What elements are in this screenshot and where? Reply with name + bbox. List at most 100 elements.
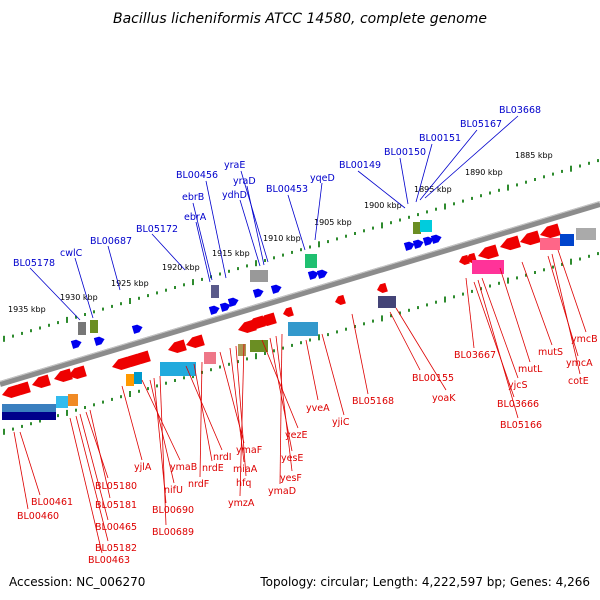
gene-label-forward[interactable]: BL00453 [266, 184, 308, 195]
gene-label-forward[interactable]: BL00151 [419, 133, 461, 144]
summary-text: Topology: circular; Length: 4,222,597 bp… [259, 575, 590, 589]
gene-label-forward[interactable]: BL05178 [13, 258, 55, 269]
gene-label-reverse[interactable]: hfq [236, 478, 251, 489]
gene-label-reverse[interactable]: yjlA [134, 462, 152, 473]
leader-line [239, 343, 245, 497]
gene-label-reverse[interactable]: mutS [538, 347, 563, 358]
leader-line [205, 180, 227, 279]
gene-label-reverse[interactable]: BL00461 [31, 497, 73, 508]
kbp-label: 1925 kbp [111, 279, 149, 288]
leader-line [195, 221, 211, 283]
leader-line [193, 363, 213, 462]
gene-arrow-reverse [540, 223, 561, 239]
gene-label-reverse[interactable]: yjiC [332, 417, 350, 428]
forward-gene-labels: BL05178 cwlC BL00687 BL05172 ebrA ebrB B… [13, 105, 541, 269]
gene-arrow-forward [252, 288, 264, 298]
gene-label-reverse[interactable]: ymaB [170, 462, 197, 473]
gene-arrow-reverse [335, 294, 346, 306]
gene-arrow-reverse [32, 374, 51, 388]
gene-label-forward[interactable]: ydhD [222, 190, 247, 201]
gene-label-reverse[interactable]: BL03667 [454, 350, 496, 361]
feature-block [126, 374, 134, 386]
gene-label-reverse[interactable]: ymaF [236, 445, 262, 456]
leader-line [473, 281, 515, 398]
gene-label-reverse[interactable]: ymcB [571, 334, 598, 345]
gene-arrow-reverse [247, 315, 266, 329]
leader-line [279, 333, 283, 485]
leader-line [151, 233, 186, 271]
leader-line [395, 307, 447, 391]
gene-label-forward[interactable]: yraE [224, 160, 245, 171]
gene-label-forward[interactable]: BL00687 [90, 236, 132, 247]
gene-label-reverse[interactable]: BL00155 [412, 373, 454, 384]
genome-backbone [0, 201, 600, 387]
gene-label-forward[interactable]: ebrB [182, 192, 204, 203]
leader-line [314, 182, 323, 241]
gene-label-forward[interactable]: cwlC [60, 248, 83, 259]
gene-arrow-reverse [459, 254, 470, 266]
gene-label-forward[interactable]: BL03668 [499, 105, 541, 116]
feature-block [56, 396, 68, 408]
kbp-label: 1920 kbp [162, 263, 200, 272]
gene-features [2, 220, 596, 420]
gene-label-reverse[interactable]: BL05182 [95, 543, 137, 554]
leader-line [121, 385, 143, 461]
gene-label-forward[interactable]: BL05167 [460, 119, 502, 130]
gene-label-reverse[interactable]: BL05166 [500, 420, 542, 431]
gene-label-reverse[interactable]: yezE [285, 430, 307, 441]
gene-label-reverse[interactable]: BL03666 [497, 399, 539, 410]
gene-label-reverse[interactable]: yoaK [432, 393, 456, 404]
leader-line [481, 277, 519, 379]
gene-label-reverse[interactable]: yesE [281, 453, 303, 464]
leader-line [246, 185, 265, 266]
gene-label-reverse[interactable]: BL05168 [352, 396, 394, 407]
gene-label-reverse[interactable]: nrdI [213, 452, 232, 463]
gene-arrow-reverse [520, 230, 541, 246]
gene-arrow-reverse [377, 282, 388, 294]
leader-line [199, 361, 203, 478]
leader-line [141, 379, 181, 461]
gene-label-reverse[interactable]: yesF [280, 473, 302, 484]
gene-label-forward[interactable]: yraD [233, 176, 256, 187]
gene-arrow-reverse [168, 339, 187, 353]
gene-label-reverse[interactable]: ymcA [566, 358, 593, 369]
gene-label-reverse[interactable]: BL00465 [95, 522, 137, 533]
kbp-label: 1890 kbp [465, 168, 503, 177]
gene-label-reverse[interactable]: BL05181 [95, 500, 137, 511]
leader-line [557, 249, 587, 333]
leader-line [261, 339, 299, 429]
gene-label-reverse[interactable]: BL00463 [88, 555, 130, 566]
gene-label-reverse[interactable]: mutL [518, 364, 543, 375]
gene-label-reverse[interactable]: nrdF [188, 479, 209, 490]
feature-block [250, 340, 268, 352]
gene-label-reverse[interactable]: ymzA [228, 498, 255, 509]
leader-line [240, 170, 269, 263]
feature-block [204, 352, 216, 364]
gene-label-forward[interactable]: BL00149 [339, 160, 381, 171]
gene-label-forward[interactable]: BL00456 [176, 170, 218, 181]
gene-label-forward[interactable]: BL05172 [136, 224, 178, 235]
gene-arrow-reverse [478, 244, 499, 260]
gene-label-forward[interactable]: BL00150 [384, 147, 426, 158]
kbp-label: 1915 kbp [212, 249, 250, 258]
leader-line [287, 194, 306, 251]
gene-label-forward[interactable]: ebrA [184, 212, 207, 223]
gene-label-reverse[interactable]: miaA [233, 464, 258, 475]
leader-line [85, 411, 109, 479]
gene-label-forward[interactable]: yqeD [310, 173, 335, 184]
gene-label-reverse[interactable]: ymaD [268, 486, 296, 497]
gene-arrow-forward [412, 239, 424, 249]
gene-label-reverse[interactable]: BL05180 [95, 481, 137, 492]
gene-label-reverse[interactable]: nifU [164, 485, 183, 496]
backbone-highlight [0, 201, 600, 382]
gene-label-reverse[interactable]: yjcS [508, 380, 528, 391]
gene-label-reverse[interactable]: cotE [568, 376, 589, 387]
gene-label-reverse[interactable]: yveA [306, 403, 330, 414]
leader-line [192, 202, 213, 281]
gene-label-reverse[interactable]: BL00690 [152, 505, 194, 516]
gene-label-reverse[interactable]: BL00460 [17, 511, 59, 522]
feature-block [472, 260, 504, 274]
gene-label-reverse[interactable]: nrdE [202, 463, 224, 474]
gene-label-reverse[interactable]: BL00689 [152, 527, 194, 538]
